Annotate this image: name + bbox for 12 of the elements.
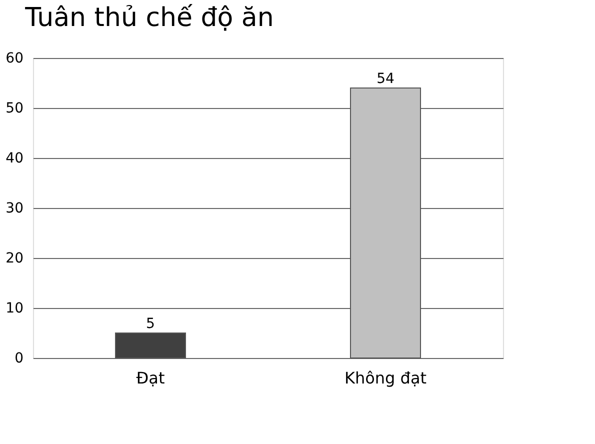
chart-title: Tuân thủ chế độ ăn: [24, 3, 274, 33]
y-tick-label: 10: [6, 300, 24, 316]
y-tick-label: 30: [6, 200, 24, 216]
y-tick-label: 0: [14, 350, 24, 366]
y-tick-label: 40: [6, 150, 24, 166]
y-tick-label: 60: [6, 50, 24, 66]
data-label: 54: [376, 71, 394, 87]
data-label: 5: [146, 316, 155, 332]
x-tick-label: Không đạt: [344, 368, 427, 388]
y-tick-label: 50: [6, 100, 24, 116]
x-tick-label: Đạt: [136, 368, 165, 388]
y-tick-label: 20: [6, 250, 24, 266]
